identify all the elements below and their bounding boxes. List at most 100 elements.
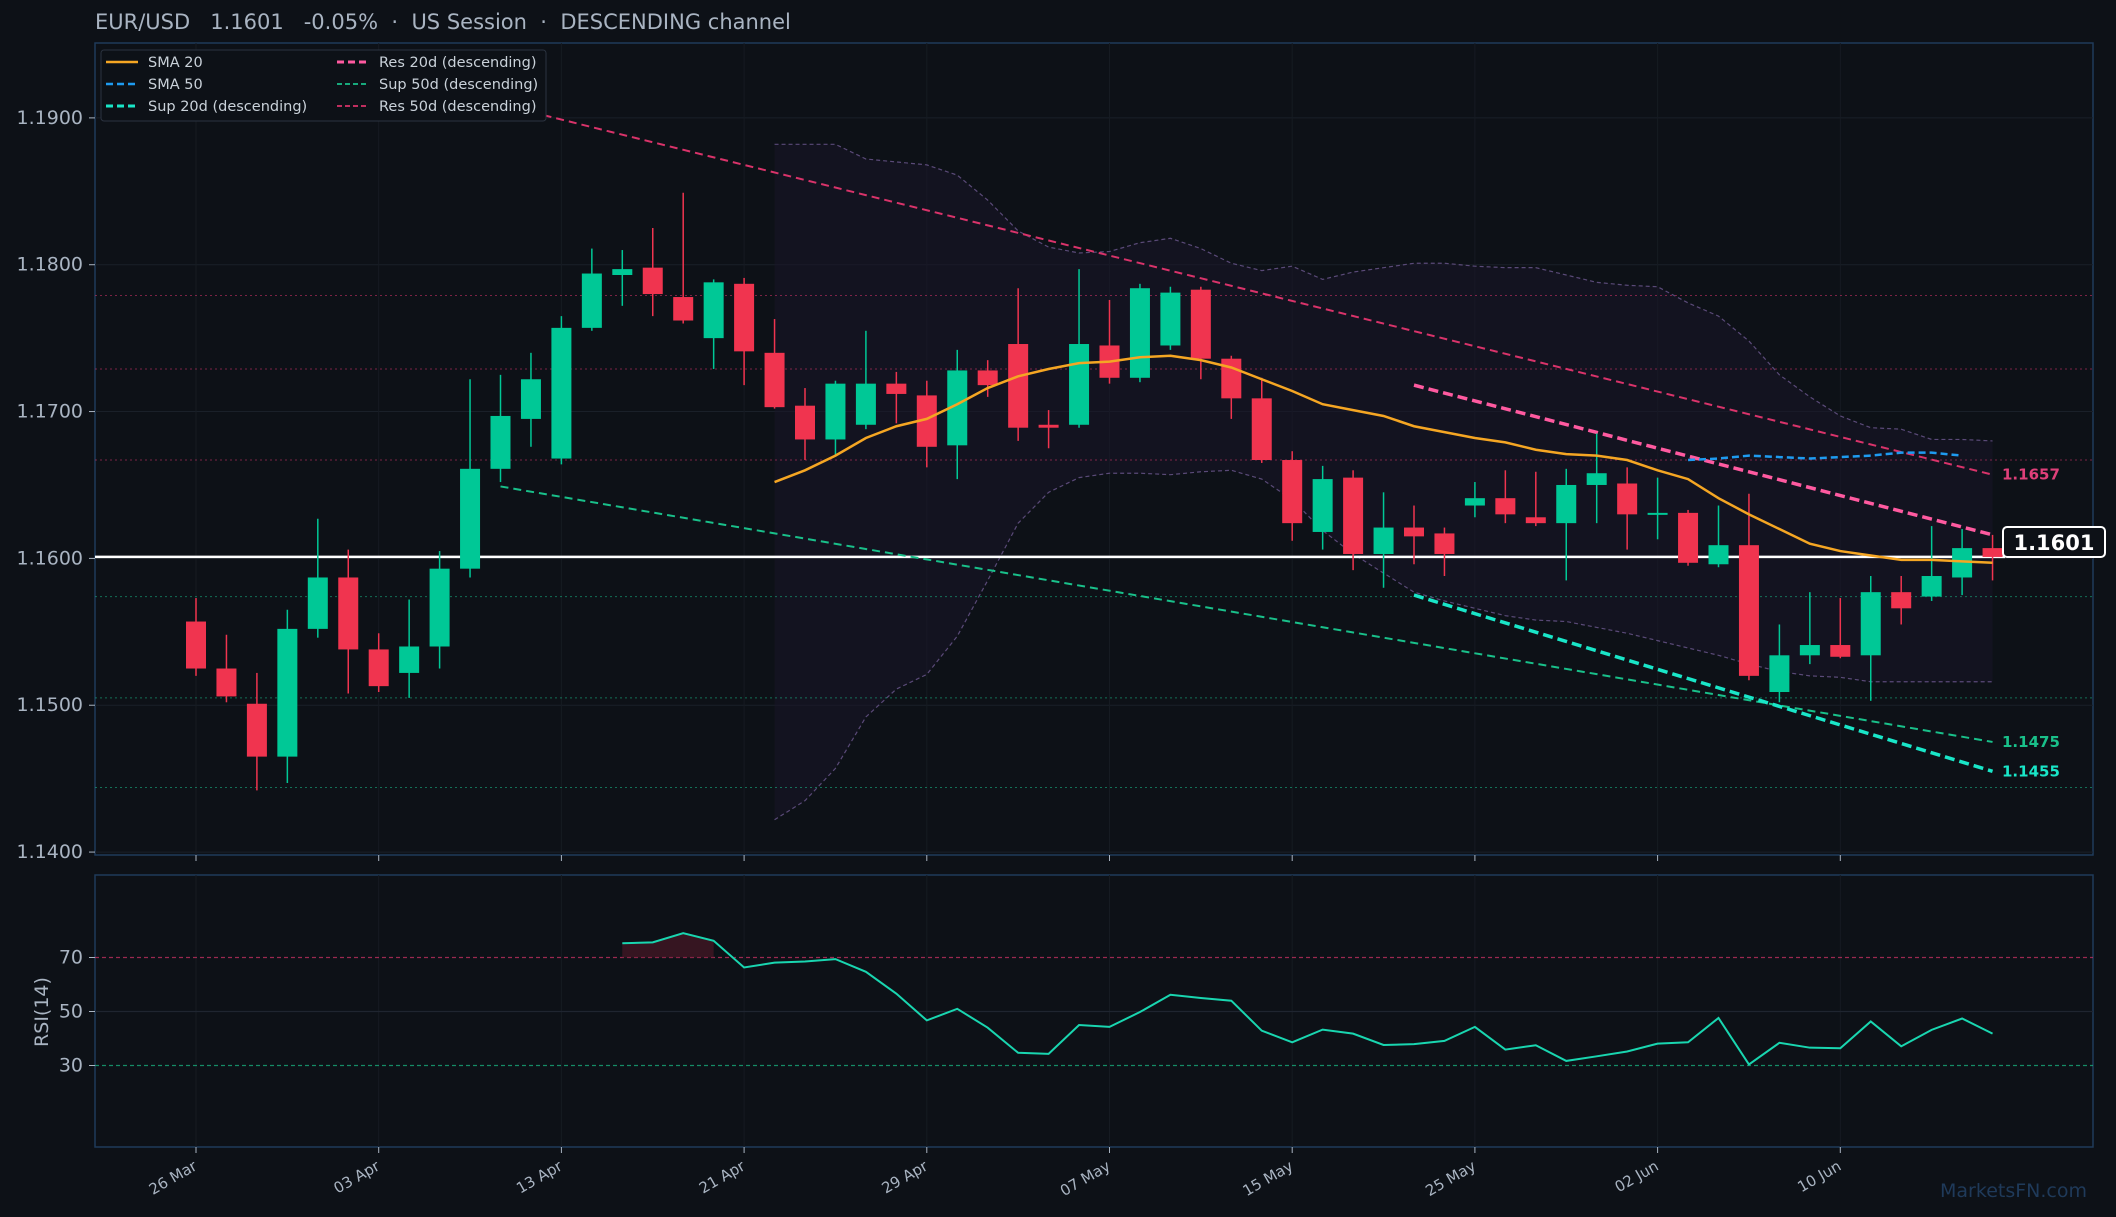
candle-body	[1891, 592, 1912, 609]
rsi-line	[622, 932, 1993, 1066]
candle-body	[1708, 545, 1729, 565]
candle-body	[368, 649, 389, 687]
candle-body	[1921, 576, 1942, 597]
candle-body	[1129, 288, 1150, 378]
candle-body	[216, 668, 237, 697]
level-label: 1.1455	[2002, 762, 2060, 780]
candle-body	[1556, 484, 1577, 524]
x-tick-label: 13 Apr	[513, 1156, 566, 1197]
candle-body	[1830, 645, 1851, 657]
chart-header: EUR/USD 1.1601 -0.05% · US Session · DES…	[95, 10, 791, 34]
sup-50d-line	[500, 485, 1993, 743]
candle-body	[916, 395, 937, 447]
y-tick-label: 1.1600	[17, 547, 83, 569]
candle-body	[764, 352, 785, 408]
candle-body	[399, 646, 420, 673]
candle-body	[1190, 289, 1211, 359]
candle-body	[947, 370, 968, 446]
legend: SMA 20 SMA 50 Sup 20d (descending) Res 20d …	[100, 49, 547, 122]
watermark: MarketsFN.com	[1940, 1180, 2087, 1202]
candle-body	[1434, 533, 1455, 554]
candle-body	[1952, 548, 1973, 578]
candle-body	[855, 383, 876, 425]
candle-body	[1343, 477, 1364, 554]
band-upper	[774, 143, 1993, 442]
separator: ·	[540, 10, 547, 34]
candle-body	[1525, 517, 1546, 524]
legend-label: SMA 50	[148, 77, 203, 93]
rsi-axis-label: RSI(14)	[31, 977, 53, 1047]
candle-body	[1678, 512, 1699, 563]
candle-body	[734, 283, 755, 352]
x-tick-label: 10 Jun	[1794, 1157, 1844, 1196]
x-tick-label: 03 Apr	[331, 1156, 384, 1197]
sma20-line	[774, 354, 1993, 565]
candle-body	[1373, 527, 1394, 554]
price-change: -0.05%	[303, 10, 379, 34]
candle-body	[1738, 545, 1759, 676]
candle-body	[1860, 592, 1881, 656]
rsi-tick-label: 50	[59, 1001, 83, 1023]
candle-body	[977, 370, 998, 386]
svg-text:1.1601: 1.1601	[2013, 531, 2094, 555]
candle-body	[703, 282, 724, 339]
x-tick-label: 26 Mar	[146, 1156, 201, 1198]
res-20d-line	[1413, 383, 1993, 537]
x-tick-label: 25 May	[1422, 1157, 1479, 1200]
price-tag: 1.1601	[2002, 526, 2106, 558]
candle-body	[1769, 655, 1790, 693]
y-tick-label: 1.1800	[17, 254, 83, 276]
level-label: 1.1475	[2002, 733, 2060, 751]
level-label: 1.1657	[2002, 466, 2060, 484]
candle-body	[1404, 527, 1424, 537]
x-tick-label: 02 Jun	[1612, 1157, 1662, 1196]
channel-label: DESCENDING channel	[560, 10, 791, 34]
candle-body	[612, 269, 633, 275]
sup-20d-line	[1413, 593, 1994, 773]
candle-body	[460, 468, 481, 569]
candle-body	[1982, 548, 2003, 557]
candle-body	[886, 383, 907, 394]
candle-body	[277, 628, 298, 757]
legend-label: Res 50d (descending)	[379, 99, 536, 115]
candle-body	[490, 415, 511, 469]
session-label: US Session	[411, 10, 527, 34]
candle-body	[1617, 483, 1638, 515]
rsi-tick-label: 70	[59, 947, 83, 969]
candle-body	[307, 577, 328, 629]
y-tick-label: 1.1500	[17, 694, 83, 716]
legend-label: SMA 20	[148, 55, 203, 71]
separator: ·	[391, 10, 399, 34]
y-tick-label: 1.1400	[17, 841, 83, 863]
candle-body	[1251, 398, 1272, 461]
candle-body	[1008, 344, 1029, 428]
candle-body	[1586, 473, 1607, 485]
candle-body	[246, 703, 267, 757]
candle-body	[673, 297, 694, 321]
y-tick-label: 1.1900	[17, 107, 83, 129]
sma50-line	[1687, 451, 1963, 462]
candle-body	[338, 577, 359, 650]
candle-body	[1282, 460, 1303, 524]
x-tick-label: 07 May	[1057, 1157, 1114, 1200]
candle-body	[795, 405, 815, 440]
candle-body	[429, 568, 450, 647]
candle-body	[825, 383, 846, 440]
legend-label: Res 20d (descending)	[379, 55, 536, 71]
candle-body	[186, 621, 206, 669]
legend-label: Sup 20d (descending)	[148, 99, 307, 115]
candle-body	[1647, 512, 1668, 515]
y-tick-label: 1.1700	[17, 401, 83, 423]
candle-body	[1069, 344, 1090, 425]
res-50d-line	[530, 111, 1993, 476]
candle-body	[1160, 292, 1181, 346]
current-price: 1.1601	[210, 10, 284, 34]
candle-body	[520, 379, 541, 419]
legend-label: Sup 50d (descending)	[379, 77, 538, 93]
x-tick-label: 15 May	[1240, 1157, 1297, 1200]
symbol: EUR/USD	[95, 10, 191, 34]
rsi-tick-label: 30	[59, 1055, 83, 1077]
rsi-overbought-fill	[622, 933, 714, 958]
candle-body	[1312, 479, 1333, 532]
